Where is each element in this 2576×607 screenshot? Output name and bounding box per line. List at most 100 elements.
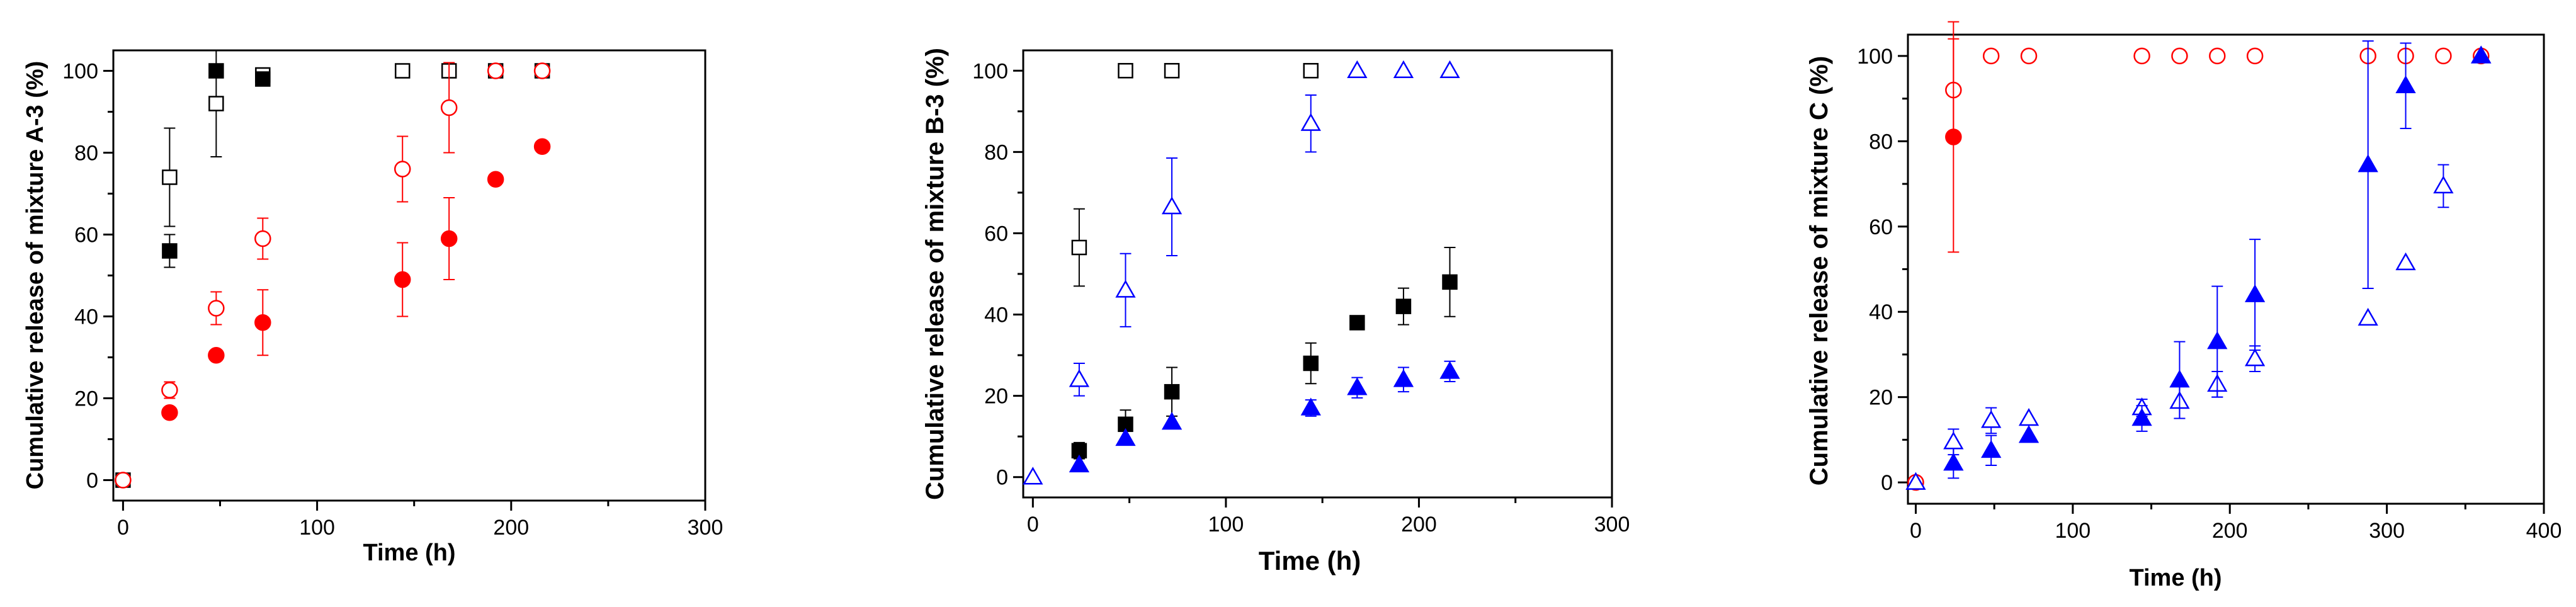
x-tick-label: 200	[1401, 513, 1437, 536]
blue-open-triangle-point	[1393, 60, 1414, 79]
red-filled-circle-point	[1945, 128, 1962, 145]
blue-open-triangle-point	[1300, 113, 1321, 131]
blue-filled-triangle-point	[1069, 454, 1090, 473]
chart-a3: 0 100 200 300 0 20 40 60 80 100 Time (h) Cumulati…	[22, 49, 723, 566]
red-open-circle-point	[2435, 47, 2452, 65]
axis-ticks: 0 100 200 300 0 20 40 60 80 100	[972, 59, 1630, 536]
blue-filled-triangle-point	[2207, 331, 2228, 349]
black-open-square-point	[162, 169, 178, 185]
blue-filled-triangle-point	[2358, 154, 2378, 173]
y-axis-title: Cumulative release of mixture B-3 (%)	[921, 48, 949, 500]
y-tick-label: 60	[1869, 215, 1893, 239]
blue-open-triangle-point	[1115, 280, 1136, 298]
red-filled-circle-point	[533, 138, 551, 155]
data-marks	[1023, 60, 1460, 485]
y-tick-label: 40	[1869, 300, 1893, 324]
y-tick-label: 60	[74, 224, 98, 247]
black-filled-square-point	[1395, 298, 1412, 314]
y-tick-label: 80	[984, 140, 1008, 164]
x-tick-label: 300	[2369, 519, 2405, 543]
red-filled-circle-point	[394, 271, 411, 288]
red-filled-circle-point	[208, 347, 225, 364]
x-tick-label: 0	[117, 516, 129, 540]
blue-filled-triangle-point	[1161, 412, 1183, 430]
data-marks	[1905, 21, 2492, 491]
red-open-circle-point	[161, 382, 178, 399]
blue-open-triangle-point	[2395, 252, 2416, 271]
y-tick-label: 100	[972, 59, 1008, 83]
red-open-circle-point	[208, 300, 225, 317]
black-filled-square-point	[1303, 355, 1319, 372]
black-filled-square-point	[1349, 315, 1365, 331]
y-tick-label: 80	[74, 142, 98, 166]
red-open-circle-point	[2209, 47, 2226, 65]
black-filled-square-point	[255, 71, 271, 87]
blue-filled-triangle-point	[2395, 75, 2416, 94]
x-tick-label: 200	[493, 516, 529, 540]
blue-filled-triangle-point	[1981, 440, 2002, 458]
blue-filled-triangle-point	[1943, 453, 1964, 471]
blue-open-triangle-point	[1943, 431, 1964, 450]
black-filled-square-point	[1442, 274, 1458, 290]
x-axis-title: Time (h)	[2129, 565, 2221, 591]
red-open-circle-point	[2171, 47, 2188, 65]
x-tick-label: 200	[2212, 519, 2248, 543]
black-filled-square-point	[1164, 383, 1180, 400]
y-axis-title: Cumulative release of mixture A-3 (%)	[22, 61, 48, 490]
x-tick-label: 400	[2526, 519, 2562, 543]
blue-filled-triangle-point	[2244, 284, 2266, 302]
blue-filled-triangle-point	[1115, 428, 1136, 446]
data-marks	[115, 50, 551, 489]
black-open-square-point	[1071, 239, 1087, 256]
blue-open-triangle-point	[1161, 196, 1183, 215]
y-tick-label: 0	[996, 466, 1008, 490]
blue-filled-triangle-point	[2131, 408, 2152, 426]
red-open-circle-point	[394, 161, 411, 178]
plot-frame	[1907, 33, 2545, 505]
black-filled-square-point	[208, 63, 224, 79]
black-open-square-point	[1118, 63, 1133, 79]
blue-filled-triangle-point	[1439, 361, 1460, 379]
y-tick-label: 100	[1857, 45, 1893, 69]
red-filled-circle-point	[440, 230, 458, 247]
x-tick-label: 100	[1208, 513, 1244, 536]
chart-c: 0 100 200 300 400 0 20 40 60 80 100 Time (h) Cumul…	[1805, 21, 2562, 591]
black-open-square-point	[208, 96, 224, 111]
blue-filled-triangle-point	[2018, 425, 2040, 443]
axis-ticks: 0 100 200 300 0 20 40 60 80 100	[62, 60, 723, 540]
red-open-circle-point	[254, 230, 271, 247]
blue-open-triangle-point	[2244, 348, 2266, 366]
y-tick-label: 0	[1881, 471, 1893, 495]
y-tick-label: 100	[62, 60, 98, 84]
blue-filled-triangle-point	[1347, 377, 1368, 395]
x-tick-label: 0	[1910, 519, 1922, 543]
blue-filled-triangle-point	[2471, 45, 2492, 64]
black-open-square-point	[1303, 63, 1319, 79]
x-axis-title: Time (h)	[363, 540, 455, 566]
y-tick-label: 40	[74, 305, 98, 329]
y-tick-label: 20	[74, 387, 98, 411]
y-tick-label: 40	[984, 304, 1008, 327]
y-tick-label: 20	[984, 385, 1008, 409]
blue-open-triangle-point	[1023, 467, 1043, 485]
blue-open-triangle-point	[1905, 472, 1926, 490]
y-tick-label: 0	[86, 469, 98, 493]
red-open-circle-point	[2133, 47, 2150, 65]
plot-frame	[1022, 49, 1613, 499]
x-tick-label: 100	[2055, 519, 2091, 543]
red-filled-circle-point	[487, 171, 504, 188]
red-open-circle-point	[487, 62, 504, 79]
x-tick-label: 100	[299, 516, 335, 540]
x-tick-label: 300	[688, 516, 723, 540]
red-open-circle-point	[115, 472, 132, 489]
x-tick-label: 0	[1027, 513, 1039, 536]
y-axis-title: Cumulative release of mixture C (%)	[1805, 56, 1833, 485]
red-open-circle-point	[2020, 47, 2038, 65]
red-open-circle-point	[533, 62, 551, 79]
blue-filled-triangle-point	[2169, 370, 2190, 388]
red-open-circle-point	[2246, 47, 2264, 65]
y-tick-label: 80	[1869, 130, 1893, 154]
red-open-circle-point	[1982, 47, 2000, 65]
blue-open-triangle-point	[1439, 60, 1460, 79]
x-tick-label: 300	[1594, 513, 1630, 536]
